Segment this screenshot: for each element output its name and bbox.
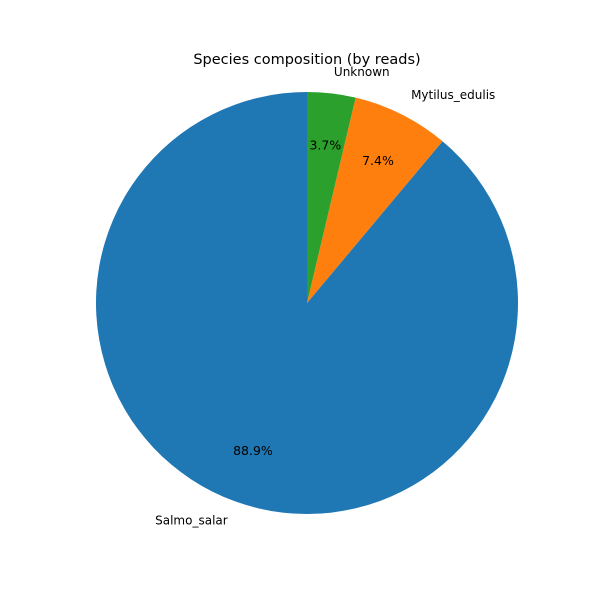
slice-label-salmo-salar: Salmo_salar <box>155 514 228 528</box>
pie-slice-salmo-salar <box>95 92 518 514</box>
pie-slice-mytilus-edulis <box>307 97 443 304</box>
percent-label-mytilus-edulis: 7.4% <box>362 153 394 168</box>
pie-slice-unknown <box>307 92 356 303</box>
percent-label-unknown: 3.7% <box>309 137 341 152</box>
slice-label-unknown: Unknown <box>334 65 390 79</box>
pie-slices <box>95 92 518 514</box>
percent-label-salmo-salar: 88.9% <box>233 443 273 458</box>
chart-title: Species composition (by reads) <box>193 52 420 68</box>
slice-label-mytilus-edulis: Mytilus_edulis <box>411 88 495 102</box>
pie-labels: Salmo_salar 88.9% Mytilus_edulis 7.4% Unknow… <box>155 65 495 528</box>
